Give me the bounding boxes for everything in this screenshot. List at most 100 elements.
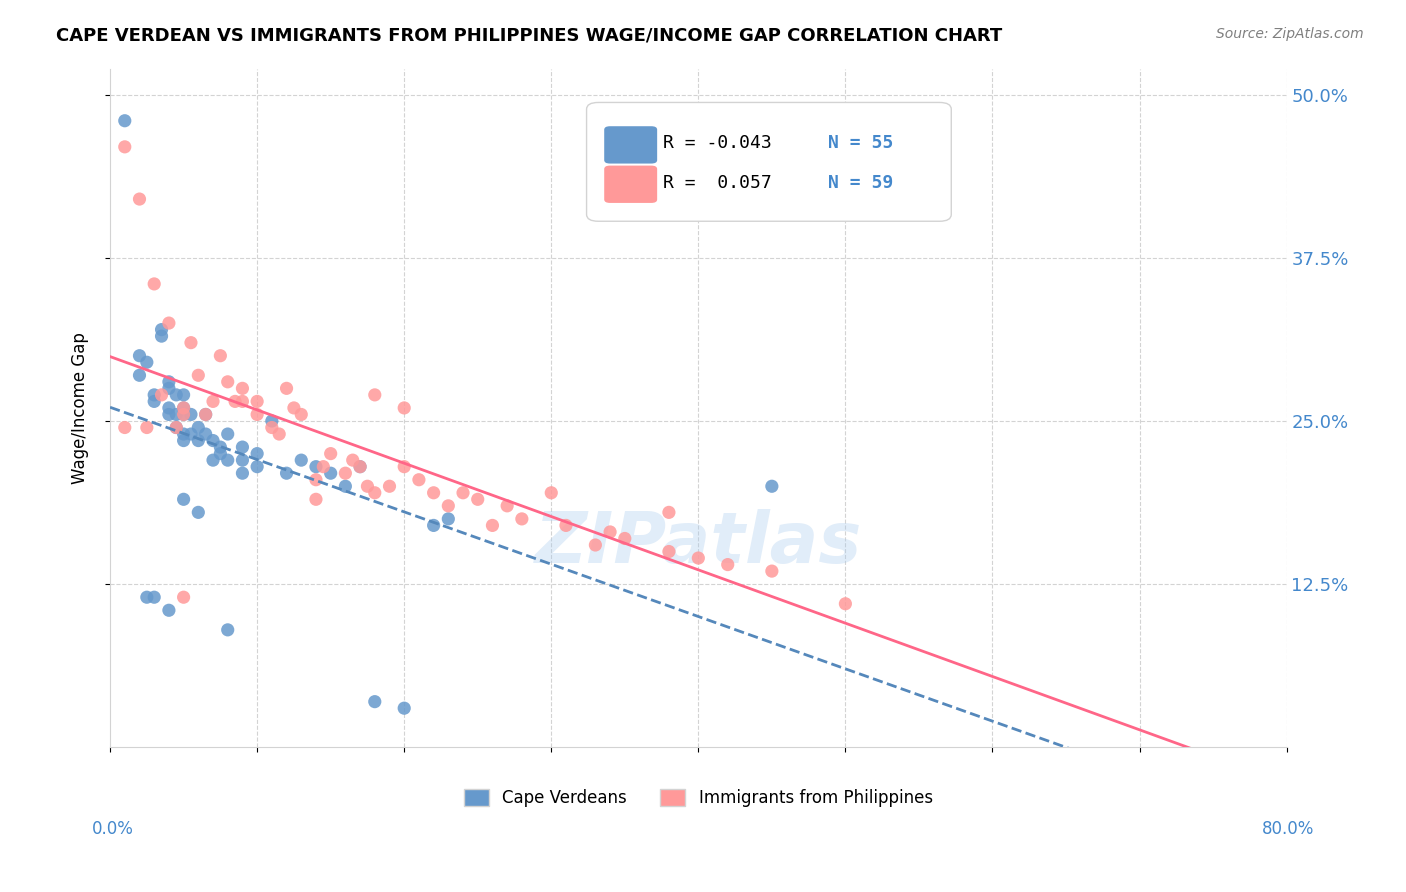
Point bbox=[143, 277, 166, 291]
Point bbox=[217, 453, 239, 467]
Point bbox=[481, 518, 503, 533]
Point bbox=[165, 420, 187, 434]
Point bbox=[157, 316, 180, 330]
Point bbox=[187, 420, 209, 434]
Point bbox=[688, 551, 710, 566]
Point bbox=[194, 408, 217, 422]
FancyBboxPatch shape bbox=[605, 127, 657, 163]
Point bbox=[305, 473, 328, 487]
Point bbox=[555, 518, 578, 533]
Point bbox=[717, 558, 740, 572]
Point bbox=[283, 401, 305, 415]
Text: CAPE VERDEAN VS IMMIGRANTS FROM PHILIPPINES WAGE/INCOME GAP CORRELATION CHART: CAPE VERDEAN VS IMMIGRANTS FROM PHILIPPI… bbox=[56, 27, 1002, 45]
Point bbox=[364, 388, 387, 402]
Point bbox=[246, 459, 269, 474]
Point bbox=[342, 453, 364, 467]
Point bbox=[761, 479, 783, 493]
Point bbox=[217, 623, 239, 637]
Point bbox=[180, 335, 202, 350]
Point bbox=[202, 434, 225, 448]
Point bbox=[364, 695, 387, 709]
Point bbox=[658, 544, 681, 558]
Point bbox=[613, 532, 636, 546]
Point bbox=[290, 408, 312, 422]
Point bbox=[422, 485, 444, 500]
Point bbox=[335, 466, 357, 480]
Point bbox=[114, 140, 136, 154]
Point bbox=[165, 388, 187, 402]
Point bbox=[231, 440, 253, 454]
Text: R =  0.057: R = 0.057 bbox=[664, 174, 772, 192]
Point bbox=[319, 447, 342, 461]
Point bbox=[157, 381, 180, 395]
Point bbox=[187, 505, 209, 519]
Point bbox=[194, 408, 217, 422]
Point bbox=[217, 427, 239, 442]
Point bbox=[209, 440, 232, 454]
Point bbox=[392, 701, 415, 715]
Point bbox=[173, 388, 195, 402]
Point bbox=[173, 591, 195, 605]
Point bbox=[157, 375, 180, 389]
Point bbox=[128, 192, 150, 206]
Point bbox=[231, 394, 253, 409]
Point bbox=[305, 492, 328, 507]
Text: ZIPatlas: ZIPatlas bbox=[534, 509, 862, 578]
Point bbox=[392, 459, 415, 474]
Point bbox=[180, 427, 202, 442]
Point bbox=[356, 479, 378, 493]
Point bbox=[834, 597, 856, 611]
Point bbox=[437, 499, 460, 513]
Point bbox=[231, 466, 253, 480]
Point bbox=[364, 485, 387, 500]
Point bbox=[114, 113, 136, 128]
Point bbox=[260, 420, 283, 434]
Y-axis label: Wage/Income Gap: Wage/Income Gap bbox=[72, 332, 89, 483]
Point bbox=[173, 408, 195, 422]
Point bbox=[224, 394, 246, 409]
Point bbox=[135, 420, 157, 434]
Point bbox=[217, 375, 239, 389]
Point bbox=[540, 485, 562, 500]
Text: 0.0%: 0.0% bbox=[91, 820, 134, 838]
Legend: Cape Verdeans, Immigrants from Philippines: Cape Verdeans, Immigrants from Philippin… bbox=[457, 782, 939, 814]
Point bbox=[496, 499, 519, 513]
Point bbox=[157, 408, 180, 422]
FancyBboxPatch shape bbox=[605, 166, 657, 202]
FancyBboxPatch shape bbox=[586, 103, 952, 221]
Point bbox=[143, 388, 166, 402]
Point bbox=[187, 434, 209, 448]
Point bbox=[157, 603, 180, 617]
Point bbox=[510, 512, 533, 526]
Point bbox=[422, 518, 444, 533]
Point bbox=[290, 453, 312, 467]
Point bbox=[305, 459, 328, 474]
Point bbox=[143, 591, 166, 605]
Point bbox=[194, 427, 217, 442]
Point bbox=[312, 459, 335, 474]
Point bbox=[173, 492, 195, 507]
Text: N = 55: N = 55 bbox=[828, 134, 893, 153]
Point bbox=[150, 323, 173, 337]
Point bbox=[231, 453, 253, 467]
Point bbox=[209, 349, 232, 363]
Point bbox=[173, 401, 195, 415]
Point bbox=[269, 427, 291, 442]
Point bbox=[392, 401, 415, 415]
Point bbox=[437, 512, 460, 526]
Point bbox=[173, 408, 195, 422]
Point bbox=[202, 453, 225, 467]
Point bbox=[173, 434, 195, 448]
Point bbox=[150, 329, 173, 343]
Point bbox=[231, 381, 253, 395]
Text: Source: ZipAtlas.com: Source: ZipAtlas.com bbox=[1216, 27, 1364, 41]
Point bbox=[187, 368, 209, 383]
Text: 80.0%: 80.0% bbox=[1263, 820, 1315, 838]
Point bbox=[349, 459, 371, 474]
Point bbox=[260, 414, 283, 428]
Point bbox=[135, 591, 157, 605]
Point bbox=[378, 479, 401, 493]
Point bbox=[276, 381, 298, 395]
Point bbox=[135, 355, 157, 369]
Point bbox=[467, 492, 489, 507]
